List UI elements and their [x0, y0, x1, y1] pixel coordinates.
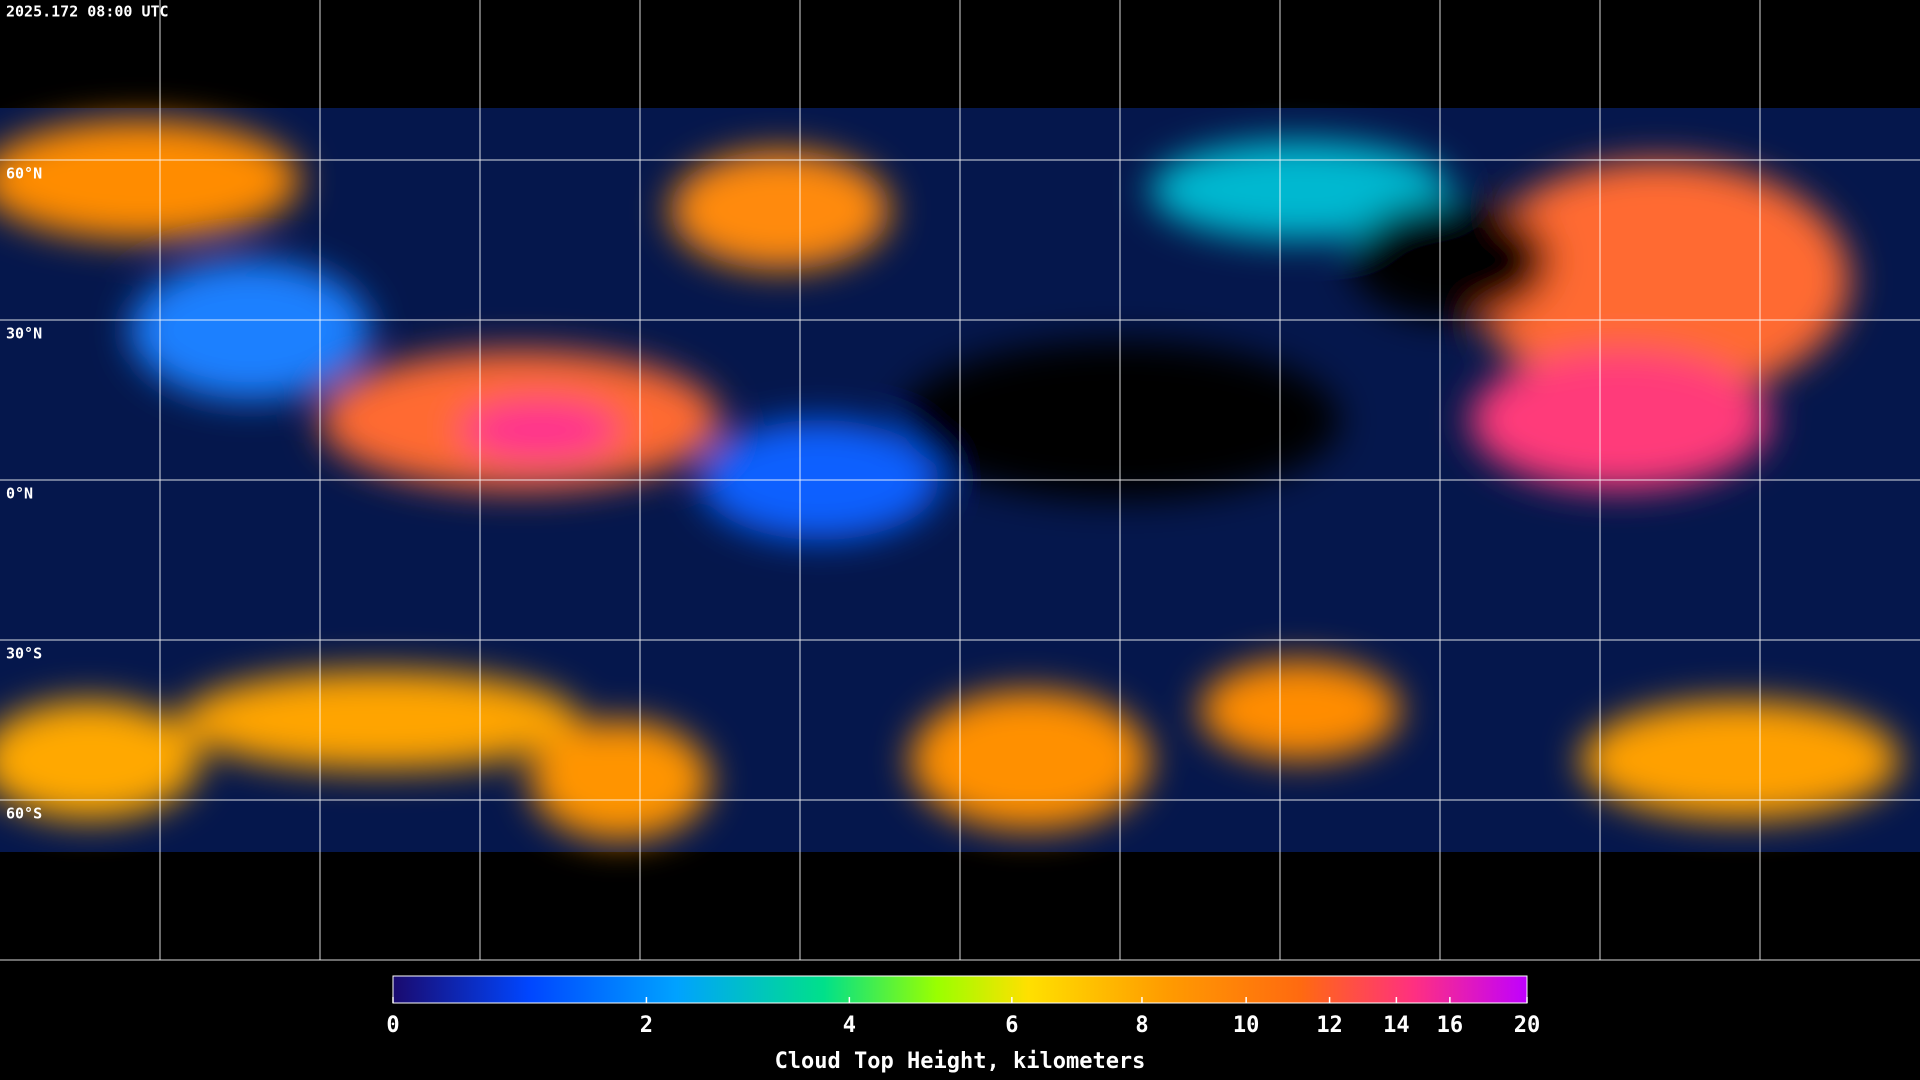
- colorbar: [392, 975, 1528, 1004]
- colorbar-tick-label: 0: [386, 1013, 399, 1038]
- colorbar-tick-label: 4: [843, 1013, 856, 1038]
- colorbar-tick-label: 6: [1005, 1013, 1018, 1038]
- timestamp: 2025.172 08:00 UTC: [6, 3, 169, 21]
- colorbar-tick-label: 12: [1316, 1013, 1343, 1038]
- colorbar-tick-label: 16: [1437, 1013, 1464, 1038]
- colorbar-tick-label: 20: [1514, 1013, 1541, 1038]
- colorbar-label: Cloud Top Height, kilometers: [775, 1049, 1146, 1074]
- colorbar-tick-label: 2: [640, 1013, 653, 1038]
- graticule: 60°N 30°N 0°N 30°S 60°S: [0, 0, 1920, 961]
- latitude-label: 30°S: [6, 645, 42, 663]
- colorbar-tick-label: 14: [1383, 1013, 1410, 1038]
- colorbar-tick-label: 8: [1135, 1013, 1148, 1038]
- latitude-label: 30°N: [6, 325, 42, 343]
- latitude-label: 60°S: [6, 805, 42, 823]
- latitude-label: 0°N: [6, 485, 33, 503]
- latitude-label: 60°N: [6, 165, 42, 183]
- colorbar-tick-label: 10: [1233, 1013, 1260, 1038]
